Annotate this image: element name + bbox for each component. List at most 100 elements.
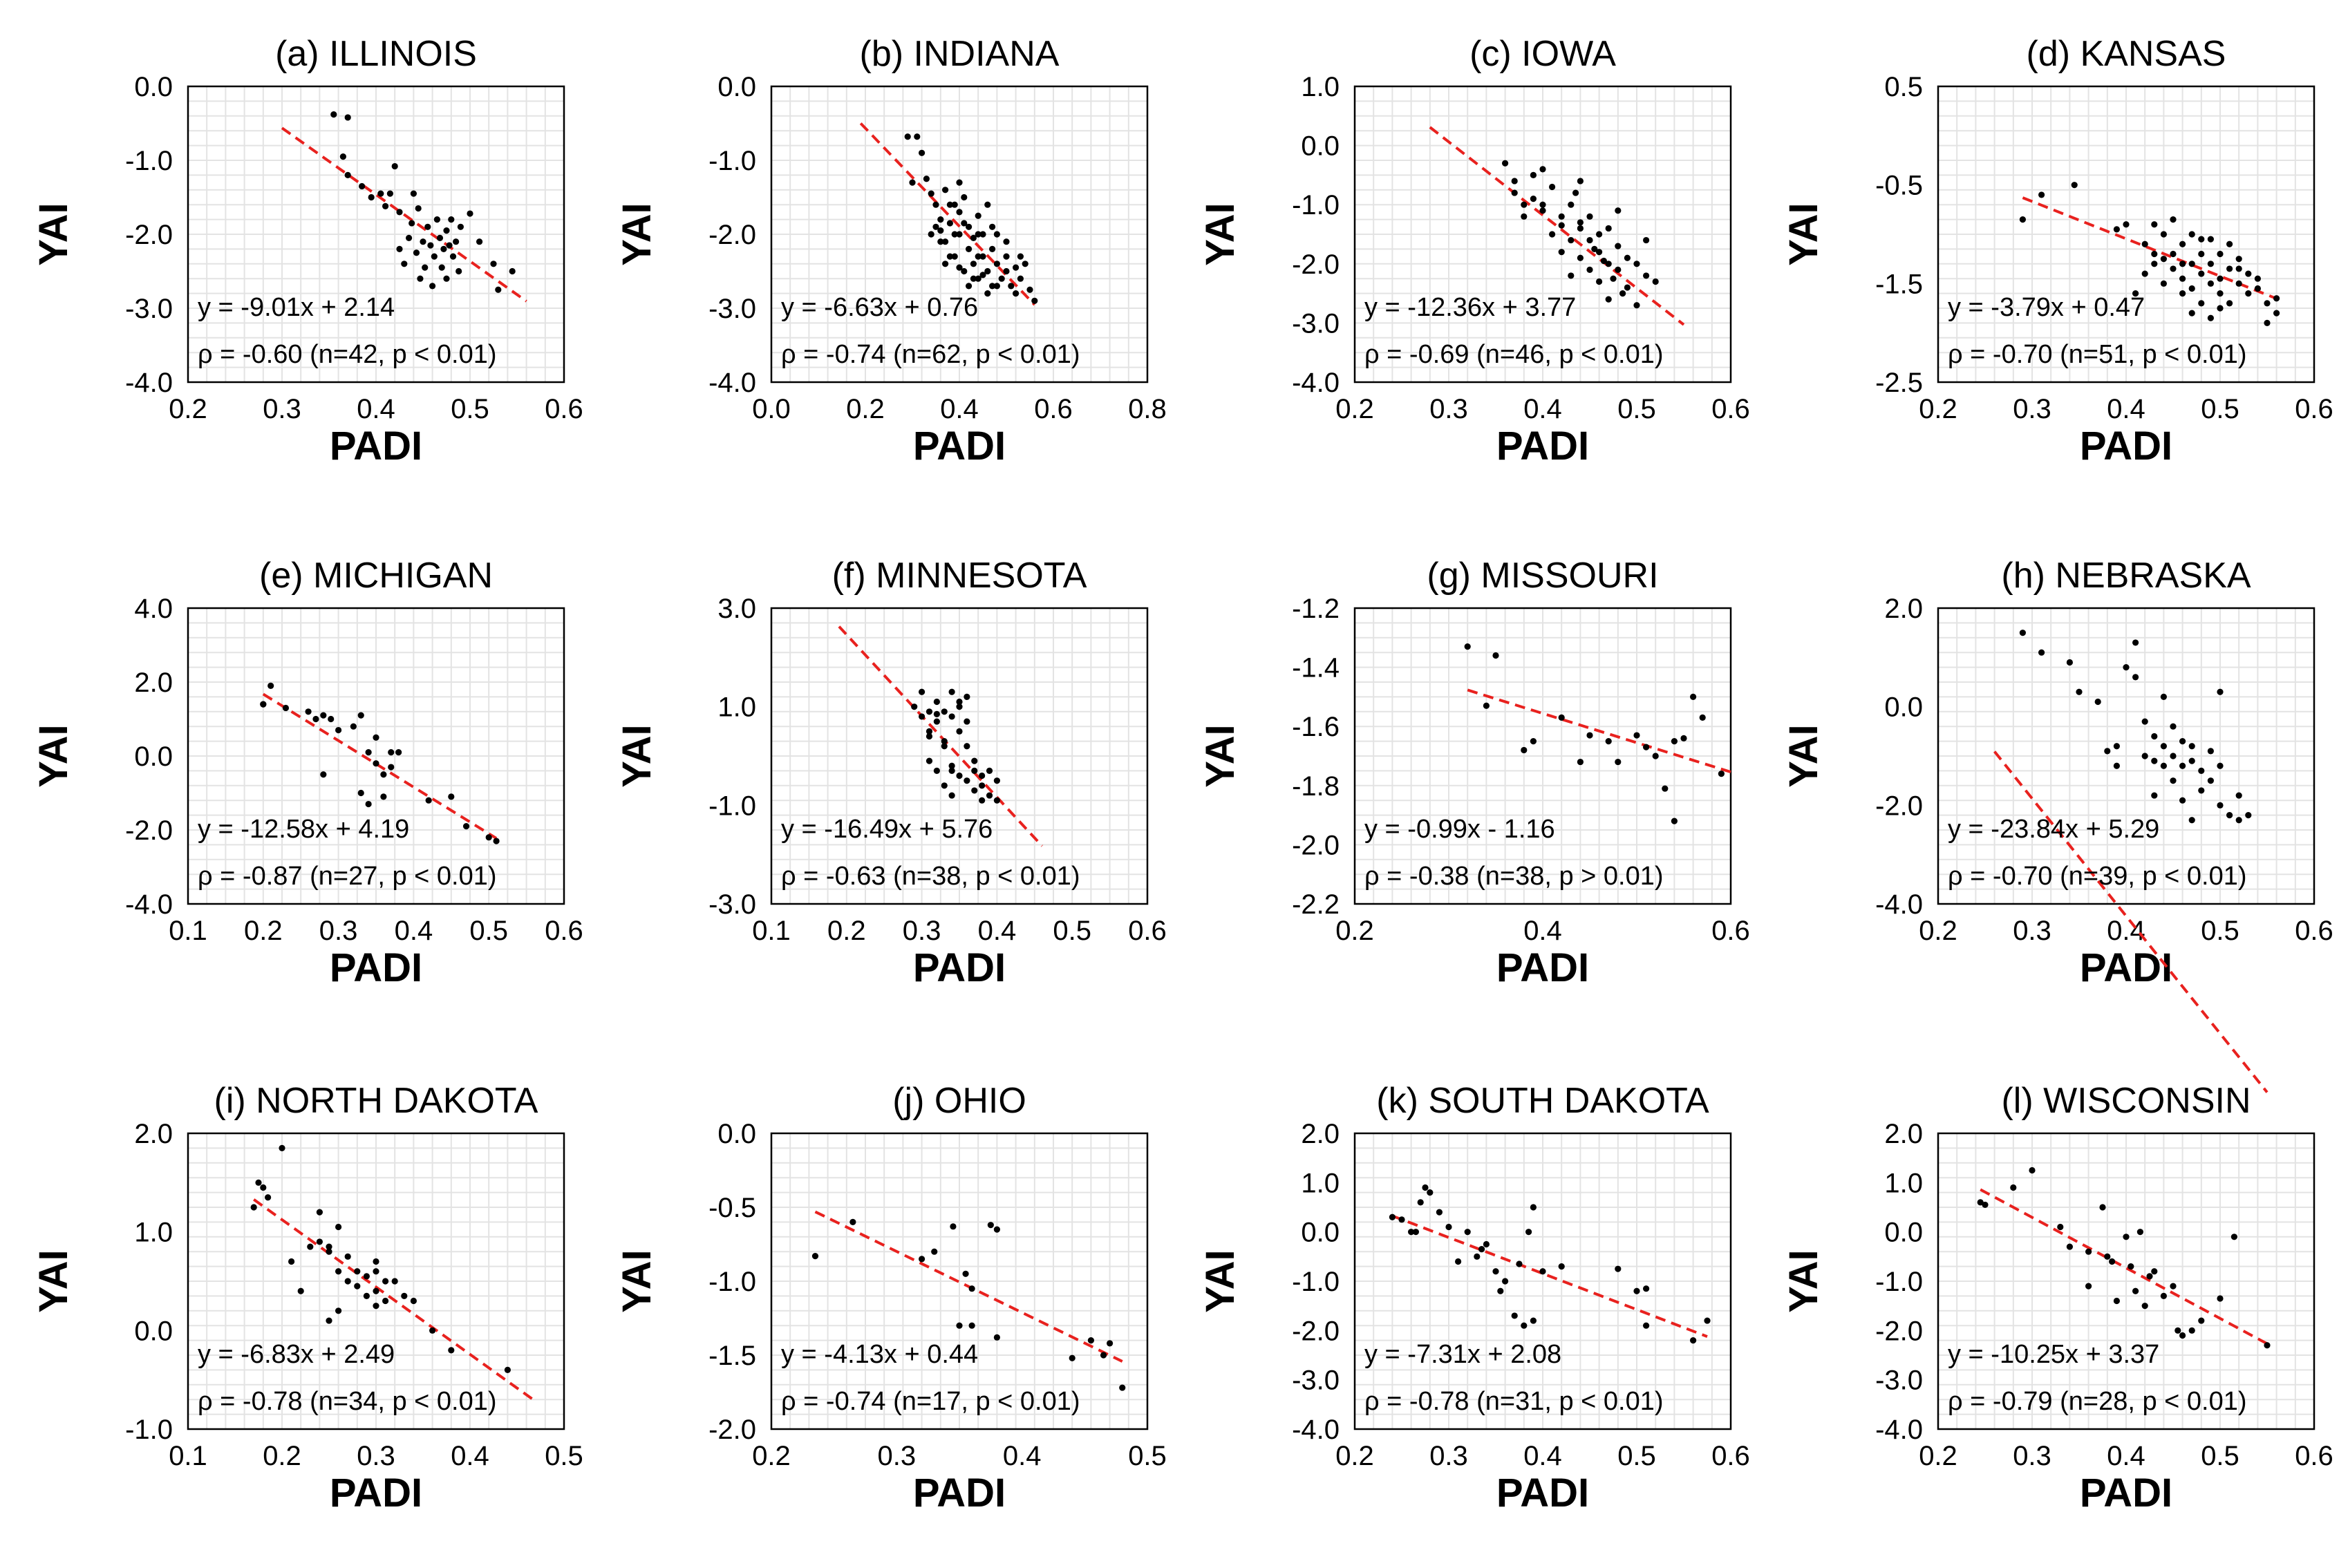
data-point	[970, 234, 977, 241]
data-point	[984, 201, 991, 208]
data-point	[2264, 1342, 2271, 1349]
data-point	[1596, 231, 1603, 238]
data-point	[344, 114, 351, 121]
x-tick-label: 0.3	[903, 916, 941, 946]
data-point	[1492, 1268, 1499, 1275]
data-point	[2123, 221, 2130, 228]
data-point	[1633, 302, 1640, 309]
data-point	[1624, 284, 1631, 291]
data-point	[1483, 702, 1490, 709]
y-tick-label: -2.0	[125, 815, 173, 846]
data-point	[363, 1273, 370, 1280]
data-point	[1445, 1223, 1452, 1231]
x-tick-label: 0.6	[2295, 394, 2333, 424]
x-tick-label: 0.2	[1919, 1441, 1957, 1471]
x-tick-label: 0.6	[545, 394, 583, 424]
x-axis-label: PADI	[1496, 945, 1589, 990]
y-axis-label: YAI	[614, 202, 659, 265]
data-point	[2179, 290, 2186, 297]
y-tick-label: 0.0	[717, 72, 756, 102]
data-point	[1605, 738, 1612, 745]
data-point	[1652, 278, 1659, 285]
data-point	[971, 767, 978, 774]
data-point	[1464, 1229, 1471, 1236]
x-tick-label: 0.3	[2013, 1441, 2051, 1471]
data-point	[2217, 305, 2224, 312]
x-tick-label: 0.1	[169, 916, 207, 946]
data-point	[2085, 1248, 2092, 1255]
data-point	[443, 227, 450, 234]
data-point	[1017, 275, 1024, 282]
x-tick-label: 0.2	[1919, 394, 1957, 424]
data-point	[975, 253, 981, 260]
y-tick-label: 3.0	[717, 594, 756, 624]
y-axis-label: YAI	[1781, 1249, 1826, 1312]
x-tick-label: 0.2	[263, 1441, 301, 1471]
data-point	[1521, 201, 1528, 208]
data-point	[2170, 216, 2177, 223]
data-point	[2226, 240, 2233, 247]
x-tick-label: 0.3	[878, 1441, 917, 1471]
data-point	[970, 261, 977, 267]
data-point	[932, 201, 939, 208]
data-point	[255, 1179, 262, 1186]
data-point	[2170, 250, 2177, 258]
data-point	[2151, 250, 2158, 258]
x-tick-label: 0.5	[545, 1441, 583, 1471]
data-point	[2217, 688, 2224, 695]
data-point	[2099, 1204, 2106, 1211]
data-point	[948, 713, 955, 720]
plot-frame	[187, 1132, 565, 1430]
y-tick-label: 0.0	[134, 72, 173, 102]
chart-panel: (b) INDIANA 0.0 0.2 0.4 0.6 0.8 0.0 -1.0 -2.0 -3.…	[614, 34, 1167, 469]
data-point	[956, 1322, 963, 1329]
data-point	[2207, 261, 2214, 267]
data-point	[986, 792, 993, 799]
data-point	[1539, 207, 1546, 214]
x-tick-label: 0.6	[1711, 1441, 1750, 1471]
plot-frame	[770, 607, 1149, 905]
data-point	[1596, 249, 1603, 256]
data-point	[436, 234, 444, 241]
data-point	[926, 733, 933, 740]
y-tick-label: -1.8	[1292, 771, 1340, 802]
regression-equation: y = -6.63x + 0.76	[781, 293, 978, 322]
data-point	[1119, 1384, 1126, 1391]
correlation-stats: ρ = -0.78 (n=31, p < 0.01)	[1364, 1387, 1664, 1416]
y-tick-label: -1.0	[1292, 1267, 1340, 1297]
y-tick-label: 4.0	[134, 594, 173, 624]
data-point	[326, 1317, 332, 1324]
data-point	[956, 179, 963, 186]
data-point	[335, 1223, 342, 1231]
data-point	[267, 682, 274, 689]
data-point	[1690, 1337, 1697, 1344]
data-point	[2188, 743, 2195, 750]
data-point	[382, 202, 389, 209]
y-tick-label: 0.0	[134, 742, 173, 772]
data-point	[1003, 253, 1010, 260]
data-point	[467, 210, 473, 217]
plot-frame	[187, 85, 565, 384]
data-point	[919, 713, 926, 720]
data-point	[1605, 225, 1612, 232]
data-point	[1455, 1258, 1462, 1265]
y-tick-label: -1.0	[1875, 1267, 1923, 1297]
y-tick-label: -4.0	[1875, 1415, 1923, 1445]
data-point	[1577, 178, 1584, 185]
data-point	[2217, 290, 2224, 297]
correlation-stats: ρ = -0.69 (n=46, p < 0.01)	[1364, 340, 1664, 369]
x-axis-label: PADI	[1496, 1471, 1589, 1515]
data-point	[966, 245, 973, 252]
data-point	[993, 1334, 1000, 1341]
data-point	[975, 212, 981, 219]
data-point	[2141, 270, 2148, 277]
data-point	[1003, 267, 1010, 275]
data-point	[2141, 753, 2148, 759]
x-tick-label: 0.5	[1053, 916, 1091, 946]
data-point	[2273, 295, 2280, 302]
data-point	[966, 223, 973, 230]
plot-frame	[187, 607, 565, 905]
data-point	[979, 782, 986, 789]
data-point	[2217, 802, 2224, 809]
data-point	[509, 267, 516, 275]
